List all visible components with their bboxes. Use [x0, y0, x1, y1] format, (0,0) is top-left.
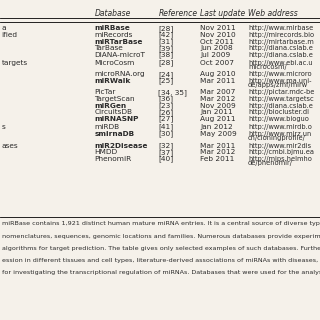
Text: http://www.mirbase: http://www.mirbase	[248, 25, 313, 31]
Text: http://www.mirz.un: http://www.mirz.un	[248, 131, 311, 137]
Text: Database: Database	[94, 9, 131, 18]
Text: algorithms for target prediction. The table gives only selected examples of such: algorithms for target prediction. The ta…	[2, 246, 320, 251]
Text: [38]: [38]	[158, 52, 174, 59]
Text: s: s	[2, 124, 5, 130]
Text: Web address: Web address	[248, 9, 298, 18]
Text: Nov 2009: Nov 2009	[200, 103, 236, 108]
Text: http://diana.cslab.e: http://diana.cslab.e	[248, 103, 313, 108]
Text: Last update: Last update	[200, 9, 245, 18]
Text: Mar 2011: Mar 2011	[200, 143, 236, 148]
Text: targets: targets	[2, 60, 28, 66]
Text: CircuitsDB: CircuitsDB	[94, 109, 132, 115]
Text: for investigating the transcriptional regulation of miRNAs. Databases that were : for investigating the transcriptional re…	[2, 270, 320, 275]
Text: Mar 2007: Mar 2007	[200, 89, 236, 95]
Text: ified: ified	[2, 32, 18, 38]
Text: miRBase contains 1,921 distinct human mature miRNA entries. It is a central sour: miRBase contains 1,921 distinct human ma…	[2, 221, 320, 227]
Text: http://biocluster.di: http://biocluster.di	[248, 109, 309, 115]
Text: [32]: [32]	[158, 142, 174, 149]
Text: a: a	[2, 25, 6, 31]
Text: miRNASNP: miRNASNP	[94, 116, 139, 122]
Text: Aug 2010: Aug 2010	[200, 71, 236, 77]
Text: [41]: [41]	[158, 124, 174, 131]
Text: microRNA.org: microRNA.org	[94, 71, 145, 77]
Text: http://diana.cslab.e: http://diana.cslab.e	[248, 52, 313, 58]
Text: Nov 2011: Nov 2011	[200, 25, 236, 31]
Text: [39]: [39]	[158, 45, 174, 52]
Text: TargetScan: TargetScan	[94, 96, 135, 102]
Text: de/apps/zmf/mirw: de/apps/zmf/mirw	[248, 82, 308, 88]
Text: TarBase: TarBase	[94, 45, 123, 51]
Text: [36]: [36]	[158, 95, 173, 102]
Text: http://www.ma.uni-: http://www.ma.uni-	[248, 78, 311, 84]
Text: miRWalk: miRWalk	[94, 78, 131, 84]
Text: [28]: [28]	[158, 60, 174, 67]
Text: http://mirtarbase.m: http://mirtarbase.m	[248, 39, 314, 44]
Text: [30]: [30]	[158, 130, 174, 137]
Text: http://diana.cslab.e: http://diana.cslab.e	[248, 45, 313, 51]
Text: [42]: [42]	[158, 31, 174, 38]
Text: Aug 2011: Aug 2011	[200, 116, 236, 122]
Text: HMDD: HMDD	[94, 149, 117, 155]
Text: miRBase: miRBase	[94, 25, 130, 31]
Text: miRDB: miRDB	[94, 124, 120, 130]
Text: PicTar: PicTar	[94, 89, 116, 95]
Text: Mar 2012: Mar 2012	[200, 96, 236, 102]
Text: Jan 2012: Jan 2012	[200, 124, 233, 130]
Text: http://www.mirdb.o: http://www.mirdb.o	[248, 124, 312, 130]
Text: Reference: Reference	[158, 9, 197, 18]
Text: [26]: [26]	[158, 109, 174, 116]
Text: http://www.targetsc: http://www.targetsc	[248, 96, 314, 102]
Text: Oct 2011: Oct 2011	[200, 39, 234, 44]
Text: [28]: [28]	[158, 25, 174, 32]
Text: [40]: [40]	[158, 156, 174, 163]
Text: Mar 2012: Mar 2012	[200, 149, 236, 155]
Text: Feb 2011: Feb 2011	[200, 156, 234, 162]
Text: http://mirecords.bio: http://mirecords.bio	[248, 32, 314, 38]
Text: http://pictar.mdc-be: http://pictar.mdc-be	[248, 89, 314, 95]
Text: ases: ases	[2, 143, 18, 148]
Text: miRTarBase: miRTarBase	[94, 39, 143, 44]
Text: http://www.microro: http://www.microro	[248, 71, 312, 77]
Text: http://www.ebi.ac.u: http://www.ebi.ac.u	[248, 60, 313, 66]
Text: http://cmbi.bjmu.ea: http://cmbi.bjmu.ea	[248, 149, 314, 155]
Text: [23]: [23]	[158, 102, 174, 109]
Text: [34, 35]: [34, 35]	[158, 89, 188, 96]
Text: http://mips.helmho: http://mips.helmho	[248, 156, 312, 162]
Text: [24]: [24]	[158, 71, 174, 78]
Text: May 2009: May 2009	[200, 131, 237, 137]
Text: [27]: [27]	[158, 116, 174, 123]
Text: [25]: [25]	[158, 77, 174, 84]
Text: Mar 2011: Mar 2011	[200, 78, 236, 84]
Text: smirnaDB: smirnaDB	[94, 131, 134, 137]
Text: Jul 2009: Jul 2009	[200, 52, 230, 58]
Text: MicroCosm: MicroCosm	[94, 60, 135, 66]
Text: miRecords: miRecords	[94, 32, 133, 38]
Text: microcosm/: microcosm/	[248, 64, 287, 70]
Text: miRGen: miRGen	[94, 103, 126, 108]
Text: Jan 2011: Jan 2011	[200, 109, 233, 115]
Text: [31]: [31]	[158, 38, 174, 45]
Text: PhenomiR: PhenomiR	[94, 156, 132, 162]
Text: [37]: [37]	[158, 149, 174, 156]
Text: DIANA-microT: DIANA-microT	[94, 52, 145, 58]
Text: Nov 2010: Nov 2010	[200, 32, 236, 38]
Text: nomenclatures, sequences, genomic locations and families. Numerous databases pro: nomenclatures, sequences, genomic locati…	[2, 234, 320, 239]
Text: de/phenomir/: de/phenomir/	[248, 160, 293, 166]
Text: miR2Disease: miR2Disease	[94, 143, 148, 148]
Text: http://www.mir2dis: http://www.mir2dis	[248, 143, 311, 148]
Text: http://www.bioguo: http://www.bioguo	[248, 116, 309, 122]
Text: ch/cloningprofile/: ch/cloningprofile/	[248, 135, 306, 141]
Text: Oct 2007: Oct 2007	[200, 60, 234, 66]
Text: Jun 2008: Jun 2008	[200, 45, 233, 51]
Text: ession in different tissues and cell types, literature-derived associations of m: ession in different tissues and cell typ…	[2, 258, 320, 263]
